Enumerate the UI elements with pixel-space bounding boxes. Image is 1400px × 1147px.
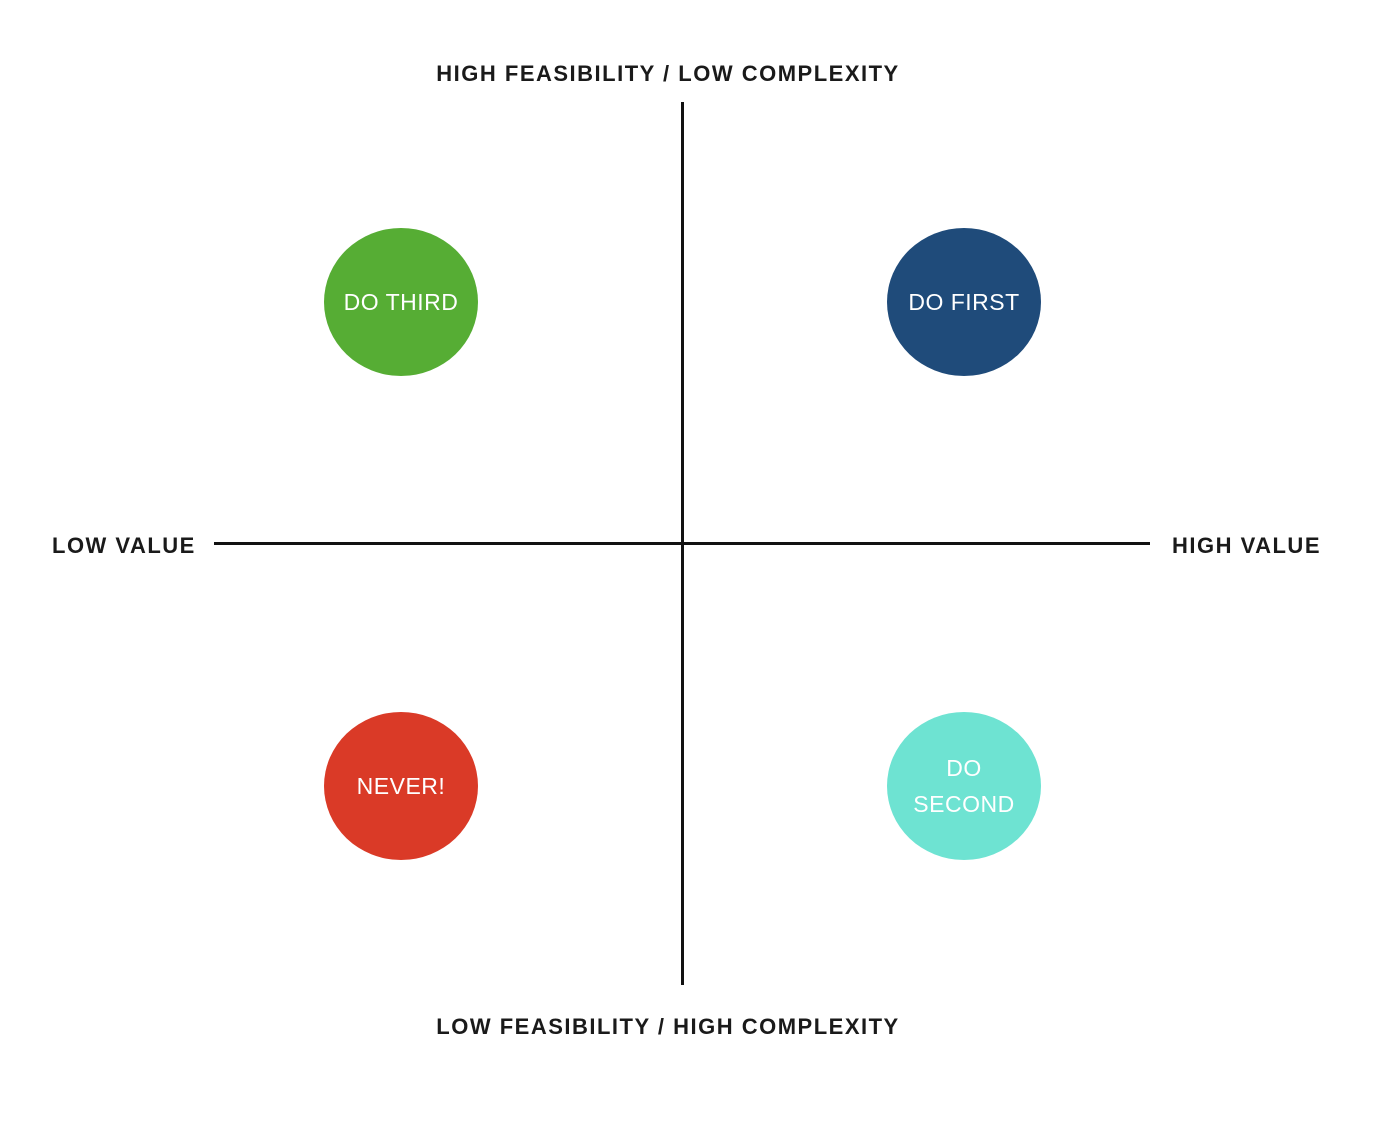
top-axis-label: HIGH FEASIBILITY / LOW COMPLEXITY [436,61,900,86]
quadrant-circle: DO SECOND [887,712,1041,860]
quadrant-label: DO FIRST [908,289,1020,315]
quadrant-circle: DO THIRD [324,228,478,376]
left-axis-label: LOW VALUE [52,533,196,558]
quadrant-label: NEVER! [356,773,446,799]
right-axis-label: HIGH VALUE [1171,533,1321,558]
quadrant-label: DO THIRD [343,289,459,315]
bottom-axis-label: LOW FEASIBILITY / HIGH COMPLEXITY [436,1014,900,1039]
quadrant-circle: NEVER! [324,712,478,860]
quadrant-label: DO SECOND [913,755,1015,817]
vertical-axis [681,102,684,985]
quadrant-circle: DO FIRST [887,228,1041,376]
